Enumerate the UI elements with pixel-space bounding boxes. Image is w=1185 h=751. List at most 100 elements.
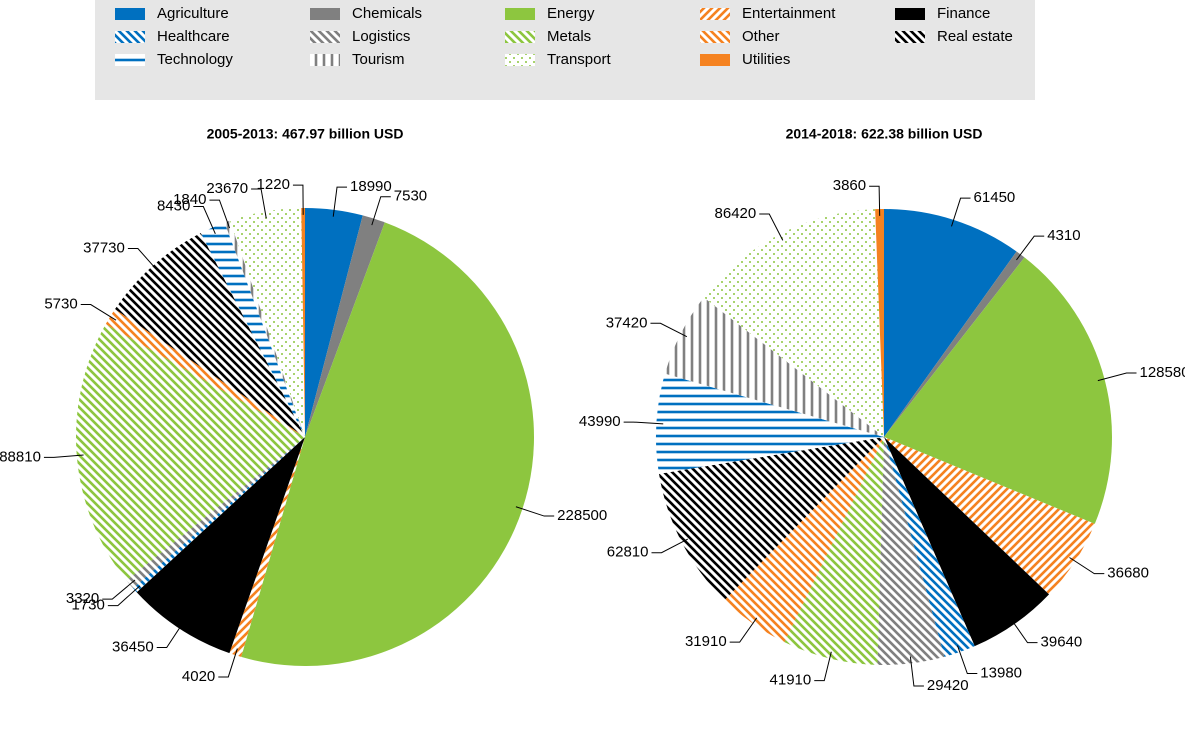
leader-line	[814, 651, 832, 682]
leader-line	[80, 304, 117, 321]
legend-swatch	[505, 8, 535, 20]
legend-label: Entertainment	[742, 5, 836, 22]
data-label: 23670	[206, 180, 248, 197]
chart-title: 2005-2013: 467.97 billion USD	[207, 126, 404, 142]
data-label: 4020	[182, 668, 215, 685]
pie-slice	[229, 437, 305, 657]
pie-slice	[241, 222, 535, 667]
pie-slice	[200, 222, 305, 437]
chart-title: 2014-2018: 622.38 billion USD	[786, 126, 983, 142]
data-label: 1220	[257, 176, 290, 193]
pie-slice	[884, 257, 1112, 524]
legend-label: Utilities	[742, 51, 790, 68]
pie-slice	[884, 437, 1095, 595]
leader-line	[650, 322, 688, 338]
pie-slice	[664, 297, 884, 437]
leader-line	[515, 506, 555, 517]
pie-slice	[884, 437, 975, 657]
data-label: 3860	[833, 177, 866, 194]
pie-slice	[133, 437, 305, 593]
leader-line	[1010, 618, 1038, 644]
pie-slice	[305, 215, 385, 437]
legend-label: Other	[742, 28, 780, 45]
pie-slice	[656, 373, 884, 474]
pie-slice	[877, 437, 945, 665]
data-label: 8430	[157, 197, 190, 214]
pie-slice	[784, 437, 884, 665]
leader-line	[127, 248, 159, 272]
legend-swatch	[895, 31, 925, 43]
pie-slice	[724, 437, 884, 643]
leader-line	[292, 184, 304, 215]
legend-swatch	[895, 8, 925, 20]
leader-line	[1016, 235, 1045, 261]
leader-line	[102, 579, 136, 600]
leader-line	[759, 213, 784, 241]
data-label: 4310	[1047, 227, 1080, 244]
leader-line	[956, 645, 978, 675]
pie-slice	[224, 220, 305, 437]
legend-swatch	[700, 8, 730, 20]
leader-line	[869, 185, 881, 216]
legend-swatch	[310, 31, 340, 43]
leader-line	[332, 186, 348, 217]
leader-line	[951, 197, 971, 227]
pie-slice	[659, 437, 884, 601]
legend-swatch	[310, 8, 340, 20]
data-label: 3320	[66, 590, 99, 607]
legend-box	[95, 0, 1035, 100]
legend-label: Chemicals	[352, 5, 422, 22]
pie-slice	[136, 437, 305, 654]
pie-slice	[884, 209, 1017, 437]
pie-slice	[75, 324, 305, 581]
legend-swatch	[505, 54, 535, 66]
leader-line	[107, 585, 141, 607]
legend-label: Transport	[547, 51, 611, 68]
leader-line	[209, 199, 231, 229]
legend-label: Tourism	[352, 51, 405, 68]
data-label: 31910	[685, 633, 727, 650]
legend-label: Real estate	[937, 28, 1013, 45]
leader-line	[156, 622, 184, 649]
data-label: 18990	[350, 178, 392, 195]
pie-slice	[884, 251, 1025, 437]
pie-slice	[703, 209, 884, 437]
legend-label: Finance	[937, 5, 990, 22]
leader-line	[1069, 557, 1105, 575]
legend-swatch	[700, 54, 730, 66]
data-label: 5730	[44, 296, 77, 313]
data-label: 13980	[980, 665, 1022, 682]
leader-line	[43, 454, 84, 458]
pie-slice	[114, 233, 305, 437]
leader-line	[651, 538, 689, 554]
leader-line	[218, 648, 238, 678]
data-label: 62810	[607, 544, 649, 561]
legend-swatch	[310, 54, 340, 66]
leader-line	[623, 421, 664, 425]
data-label: 128580	[1140, 364, 1185, 381]
data-label: 61450	[974, 189, 1016, 206]
legend-label: Healthcare	[157, 28, 230, 45]
pie-slice	[126, 437, 305, 589]
legend-label: Agriculture	[157, 5, 229, 22]
leader-line	[371, 196, 391, 226]
data-label: 39640	[1041, 634, 1083, 651]
data-label: 41910	[770, 672, 812, 689]
legend-label: Metals	[547, 28, 591, 45]
legend-label: Technology	[157, 51, 233, 68]
data-label: 29420	[927, 677, 969, 694]
legend-swatch	[115, 54, 145, 66]
data-label: 88810	[0, 448, 41, 465]
data-label: 1730	[71, 597, 104, 614]
leader-line	[251, 188, 267, 219]
pie-slice	[301, 208, 305, 437]
data-label: 36680	[1107, 565, 1149, 582]
pie-slice	[884, 437, 1050, 647]
data-label: 86420	[715, 205, 757, 222]
data-label: 37420	[606, 314, 648, 331]
data-label: 7530	[394, 188, 427, 205]
data-label: 37730	[83, 239, 125, 256]
data-label: 1840	[173, 191, 206, 208]
legend-swatch	[115, 31, 145, 43]
legend-swatch	[505, 31, 535, 43]
